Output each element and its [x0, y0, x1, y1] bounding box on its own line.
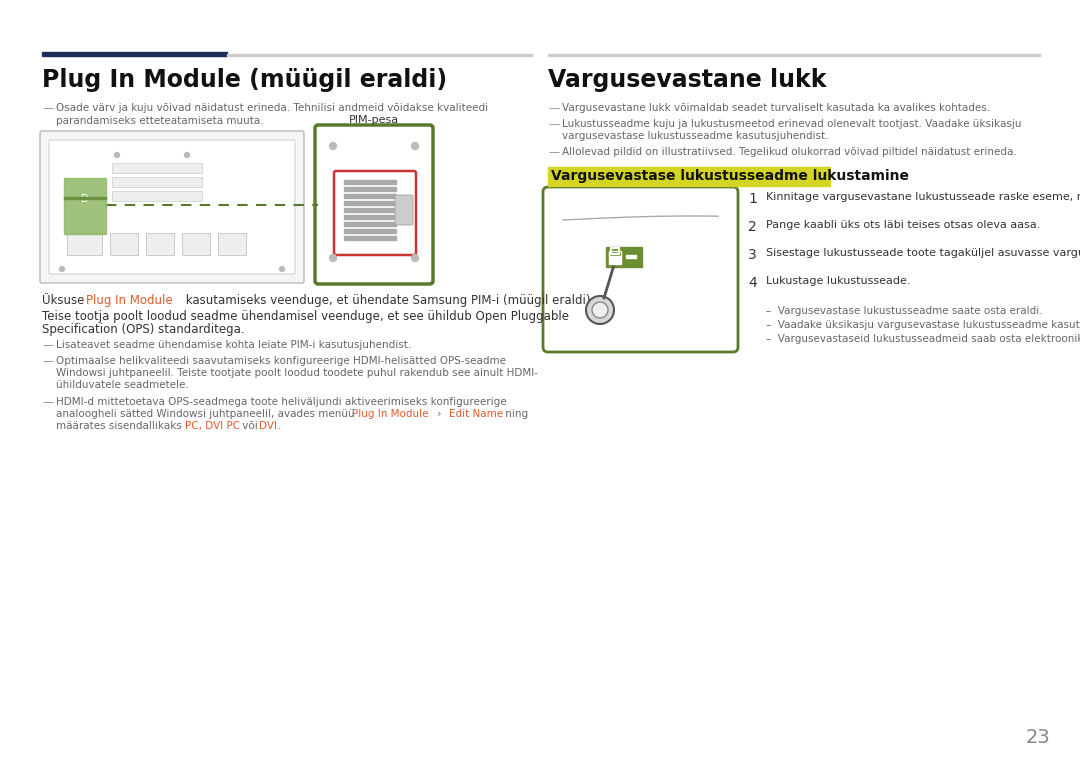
Circle shape [114, 153, 120, 157]
Text: Specification (OPS) standarditega.: Specification (OPS) standarditega. [42, 323, 245, 336]
Text: Lukustage lukustusseade.: Lukustage lukustusseade. [766, 276, 910, 286]
Text: määrates sisendallikaks: määrates sisendallikaks [56, 421, 185, 431]
Circle shape [586, 296, 615, 324]
FancyBboxPatch shape [395, 195, 413, 225]
Text: Osade värv ja kuju võivad näidatust erineda. Tehnilisi andmeid võidakse kvalitee: Osade värv ja kuju võivad näidatust erin… [56, 103, 488, 113]
FancyBboxPatch shape [334, 171, 416, 255]
Bar [112, 177, 202, 187]
Text: Vargusevastase lukustusseadme lukustamine: Vargusevastase lukustusseadme lukustamin… [551, 169, 909, 183]
Bar [345, 208, 396, 211]
Bar [67, 233, 102, 255]
Text: –  Vaadake üksikasju vargusevastase lukustusseadme kasutusjuhendist.: – Vaadake üksikasju vargusevastase lukus… [766, 320, 1080, 330]
Text: vargusevastase lukustusseadme kasutusjuhendist.: vargusevastase lukustusseadme kasutusjuh… [562, 131, 828, 141]
Text: Üksuse: Üksuse [42, 294, 89, 307]
Text: Allolevad pildid on illustratiivsed. Tegelikud olukorrad võivad piltidel näidatu: Allolevad pildid on illustratiivsed. Teg… [562, 147, 1016, 157]
Bar [345, 215, 396, 218]
Text: 4: 4 [748, 276, 757, 290]
Circle shape [592, 302, 608, 318]
Bar [42, 52, 227, 56]
Text: D: D [81, 194, 89, 204]
Text: Vargusevastane lukk võimaldab seadet turvaliselt kasutada ka avalikes kohtades.: Vargusevastane lukk võimaldab seadet tur… [562, 103, 990, 113]
Text: DVI: DVI [259, 421, 276, 431]
Text: —: — [42, 397, 53, 407]
Text: kasutamiseks veenduge, et ühendate Samsung PIM-i (müügil eraldi).: kasutamiseks veenduge, et ühendate Samsu… [183, 294, 594, 307]
Bar [345, 194, 396, 198]
Bar [64, 197, 106, 198]
Text: ning: ning [502, 409, 528, 419]
Text: PC, DVI PC: PC, DVI PC [185, 421, 240, 431]
Circle shape [411, 255, 419, 262]
Bar [112, 163, 202, 173]
Text: 23: 23 [1026, 728, 1051, 747]
Text: Plug In Module: Plug In Module [86, 294, 173, 307]
FancyBboxPatch shape [543, 187, 738, 352]
Text: analoogheli sätted Windowsi juhtpaneelil, avades menüü: analoogheli sätted Windowsi juhtpaneelil… [56, 409, 357, 419]
Text: Sisestage lukustusseade toote tagaküljel asuvasse vargusevastase luku pessa.: Sisestage lukustusseade toote tagaküljel… [766, 248, 1080, 258]
Text: parandamiseks etteteatamiseta muuta.: parandamiseks etteteatamiseta muuta. [56, 116, 264, 126]
Bar [146, 233, 174, 255]
Text: Optimaalse helikvaliteedi saavutamiseks konfigureerige HDMI-helisätted OPS-seadm: Optimaalse helikvaliteedi saavutamiseks … [56, 356, 507, 366]
Bar [345, 187, 396, 191]
Text: ›: › [434, 409, 445, 419]
Circle shape [280, 266, 284, 272]
Bar [548, 167, 831, 186]
Bar [345, 236, 396, 240]
Text: –  Vargusevastaseid lukustusseadmeid saab osta elektroonikakauplustest või veebi: – Vargusevastaseid lukustusseadmeid saab… [766, 334, 1080, 344]
Text: 2: 2 [748, 220, 757, 234]
Text: ühilduvatele seadmetele.: ühilduvatele seadmetele. [56, 380, 189, 390]
Circle shape [59, 266, 65, 272]
FancyBboxPatch shape [315, 125, 433, 284]
Bar [345, 201, 396, 204]
Bar [64, 178, 106, 234]
Bar [345, 222, 396, 226]
Bar [218, 233, 246, 255]
Circle shape [329, 143, 337, 150]
Circle shape [185, 153, 189, 157]
Text: .: . [278, 421, 282, 431]
Text: Plug In Module (müügil eraldi): Plug In Module (müügil eraldi) [42, 68, 447, 92]
Text: Teise tootja poolt loodud seadme ühendamisel veenduge, et see ühildub Open Plugg: Teise tootja poolt loodud seadme ühendam… [42, 310, 569, 323]
Bar [112, 191, 202, 201]
Text: Lisateavet seadme ühendamise kohta leiate PIM-i kasutusjuhendist.: Lisateavet seadme ühendamise kohta leiat… [56, 340, 411, 350]
Text: Lukustusseadme kuju ja lukustusmeetod erinevad olenevalt tootjast. Vaadake üksik: Lukustusseadme kuju ja lukustusmeetod er… [562, 119, 1022, 129]
Text: 3: 3 [748, 248, 757, 262]
Circle shape [329, 255, 337, 262]
Text: PIM-pesa: PIM-pesa [349, 115, 400, 125]
Text: —: — [548, 119, 559, 129]
Text: Edit Name: Edit Name [449, 409, 503, 419]
Text: —: — [42, 103, 53, 113]
Text: —: — [42, 356, 53, 366]
Bar [548, 54, 1040, 56]
Text: Kinnitage vargusevastane lukustusseade raske eseme, näiteks laua külge.: Kinnitage vargusevastane lukustusseade r… [766, 192, 1080, 202]
Bar [345, 180, 396, 183]
FancyBboxPatch shape [49, 140, 295, 274]
Text: või: või [239, 421, 261, 431]
Text: —: — [548, 103, 559, 113]
Bar [345, 229, 396, 233]
FancyBboxPatch shape [40, 131, 303, 283]
Bar [183, 233, 210, 255]
Bar [110, 233, 138, 255]
Bar [227, 54, 532, 56]
Text: HDMI-d mittetoetava OPS-seadmega toote heliväljundi aktiveerimiseks konfigureeri: HDMI-d mittetoetava OPS-seadmega toote h… [56, 397, 507, 407]
Bar [609, 251, 621, 256]
Circle shape [411, 143, 419, 150]
Text: Pange kaabli üks ots läbi teises otsas oleva aasa.: Pange kaabli üks ots läbi teises otsas o… [766, 220, 1040, 230]
Bar [626, 255, 636, 258]
Bar [606, 247, 642, 267]
Text: —: — [42, 340, 53, 350]
Text: –  Vargusevastase lukustusseadme saate osta eraldi.: – Vargusevastase lukustusseadme saate os… [766, 306, 1042, 316]
Text: Vargusevastane lukk: Vargusevastane lukk [548, 68, 826, 92]
Text: 1: 1 [748, 192, 757, 206]
Text: —: — [548, 147, 559, 157]
Text: Plug In Module: Plug In Module [352, 409, 429, 419]
Bar [609, 254, 621, 264]
Text: Windowsi juhtpaneelil. Teiste tootjate poolt loodud toodete puhul rakendub see a: Windowsi juhtpaneelil. Teiste tootjate p… [56, 368, 538, 378]
